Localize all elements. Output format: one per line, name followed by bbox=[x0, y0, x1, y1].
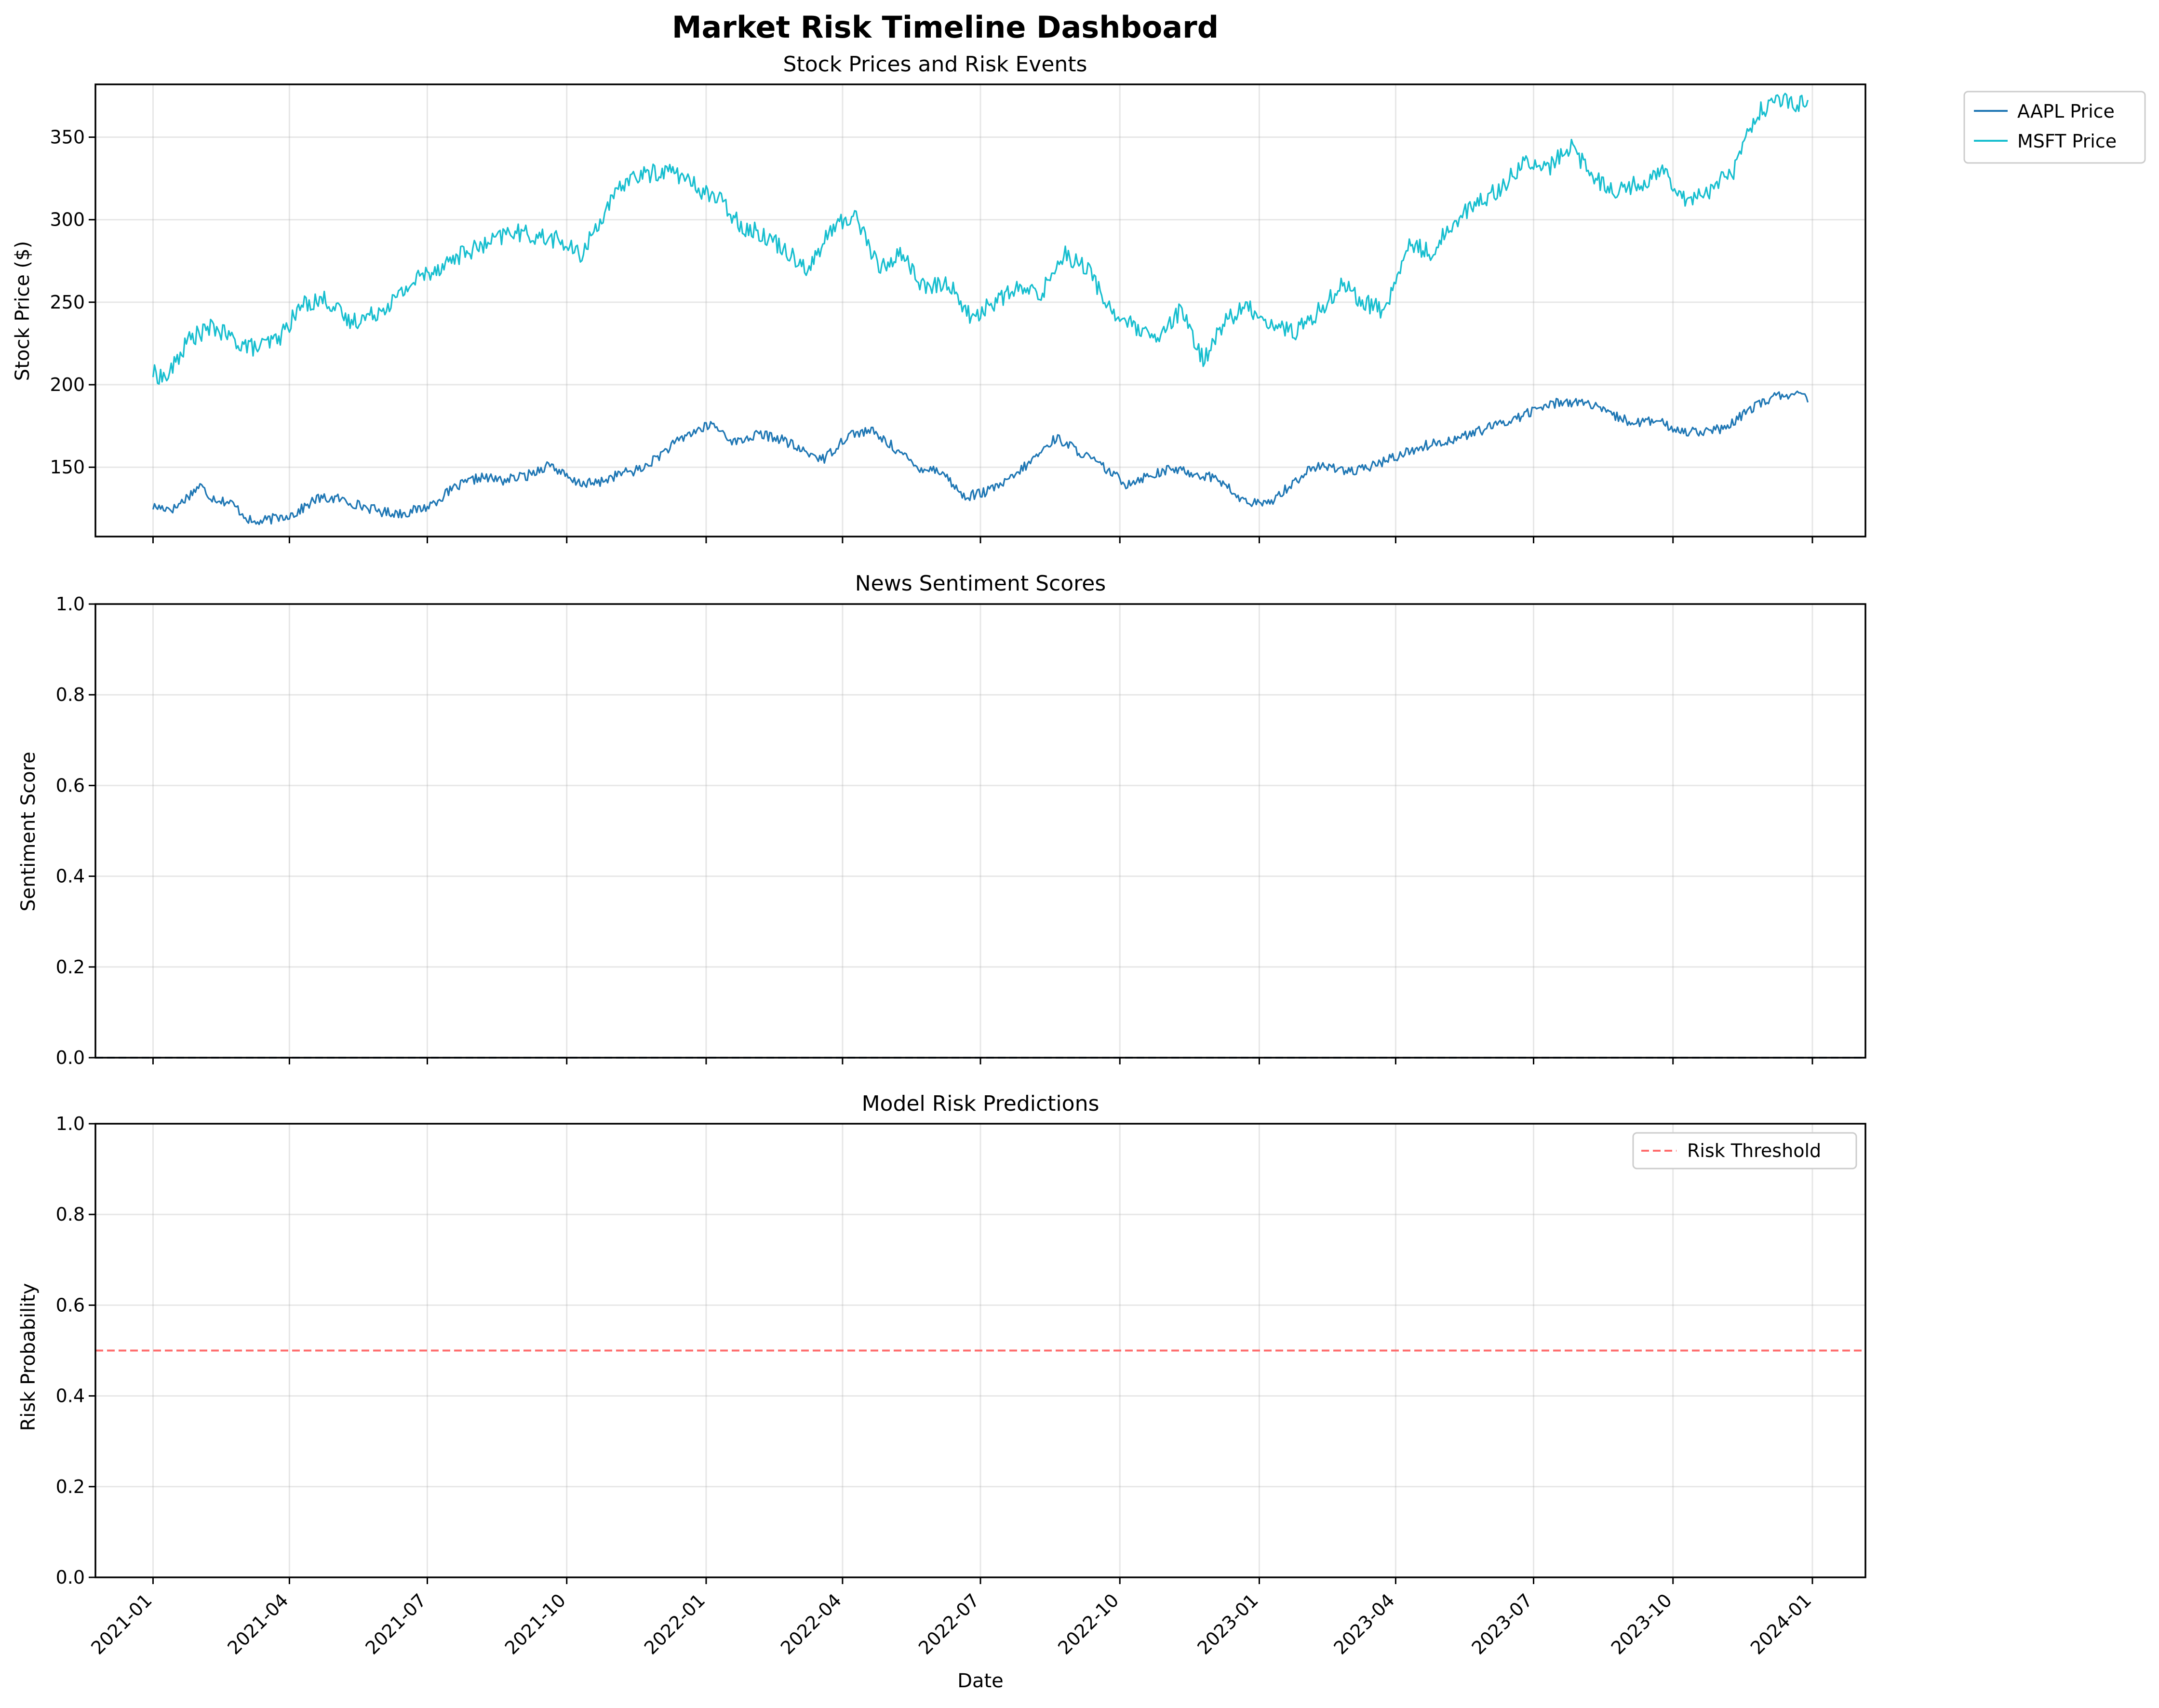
y-tick-label-0-6: 0.6 bbox=[56, 775, 85, 796]
y-tick-label-0-0: 0.0 bbox=[56, 1047, 85, 1068]
risk-y-axis-label: Risk Probability bbox=[17, 1283, 40, 1431]
sentiment-y-ticks: 0.0 0.2 0.4 0.6 0.8 1.0 bbox=[56, 593, 95, 1068]
y-tick-label-0-8: 0.8 bbox=[56, 1204, 85, 1225]
stock-price-y-axis-label: Stock Price ($) bbox=[12, 241, 34, 381]
risk-threshold-legend-label: Risk Threshold bbox=[1687, 1140, 1821, 1161]
y-tick-label-0-0: 0.0 bbox=[56, 1567, 85, 1588]
risk-legend-box bbox=[1632, 1132, 1857, 1170]
stock-price-y-ticks: 150 200 250 300 350 bbox=[50, 127, 95, 478]
stock-price-x-ticks bbox=[152, 537, 1813, 543]
aapl-legend-label: AAPL Price bbox=[2017, 101, 2115, 122]
stock-price-legend: AAPL Price MSFT Price bbox=[1963, 91, 2146, 164]
sentiment-axes-frame bbox=[94, 603, 1866, 1059]
y-tick-label-0-4: 0.4 bbox=[56, 866, 85, 887]
sentiment-y-axis-label: Sentiment Score bbox=[17, 752, 40, 912]
y-tick-label-350: 350 bbox=[50, 127, 85, 148]
y-tick-label-0-2: 0.2 bbox=[56, 1476, 85, 1497]
y-tick-label-0-8: 0.8 bbox=[56, 684, 85, 705]
y-tick-label-1-0: 1.0 bbox=[56, 1113, 85, 1134]
sentiment-panel-title: News Sentiment Scores bbox=[855, 571, 1106, 596]
figure-title: Market Risk Timeline Dashboard bbox=[672, 10, 1219, 45]
risk-y-ticks: 0.0 0.2 0.4 0.6 0.8 1.0 bbox=[56, 1113, 95, 1588]
y-tick-label-0-6: 0.6 bbox=[56, 1294, 85, 1316]
risk-axes-frame bbox=[94, 1123, 1866, 1578]
stock-price-plot-area bbox=[152, 93, 1809, 525]
risk-legend: Risk Threshold bbox=[1632, 1132, 1857, 1170]
y-tick-label-0-2: 0.2 bbox=[56, 956, 85, 978]
sentiment-panel: News Sentiment Scores Sentiment Score 0.… bbox=[17, 571, 1866, 1068]
msft-price-line bbox=[152, 93, 1809, 385]
stock-price-legend-box bbox=[1963, 91, 2146, 164]
x-axis-label: Date bbox=[957, 1670, 1004, 1692]
risk-panel-title: Model Risk Predictions bbox=[862, 1091, 1100, 1116]
stock-price-grid bbox=[95, 84, 1865, 537]
aapl-price-line bbox=[152, 390, 1809, 525]
stock-price-panel-title: Stock Prices and Risk Events bbox=[783, 52, 1087, 77]
stock-price-panel: Stock Prices and Risk Events Stock Price… bbox=[12, 52, 2146, 543]
y-tick-label-1-0: 1.0 bbox=[56, 593, 85, 615]
msft-legend-label: MSFT Price bbox=[2017, 131, 2117, 152]
y-tick-label-300: 300 bbox=[50, 209, 85, 230]
y-tick-label-150: 150 bbox=[50, 457, 85, 478]
y-tick-label-200: 200 bbox=[50, 374, 85, 395]
y-tick-label-0-4: 0.4 bbox=[56, 1385, 85, 1407]
y-tick-label-250: 250 bbox=[50, 292, 85, 313]
stock-price-axes-frame bbox=[94, 83, 1866, 538]
sentiment-x-ticks bbox=[152, 1058, 1813, 1064]
